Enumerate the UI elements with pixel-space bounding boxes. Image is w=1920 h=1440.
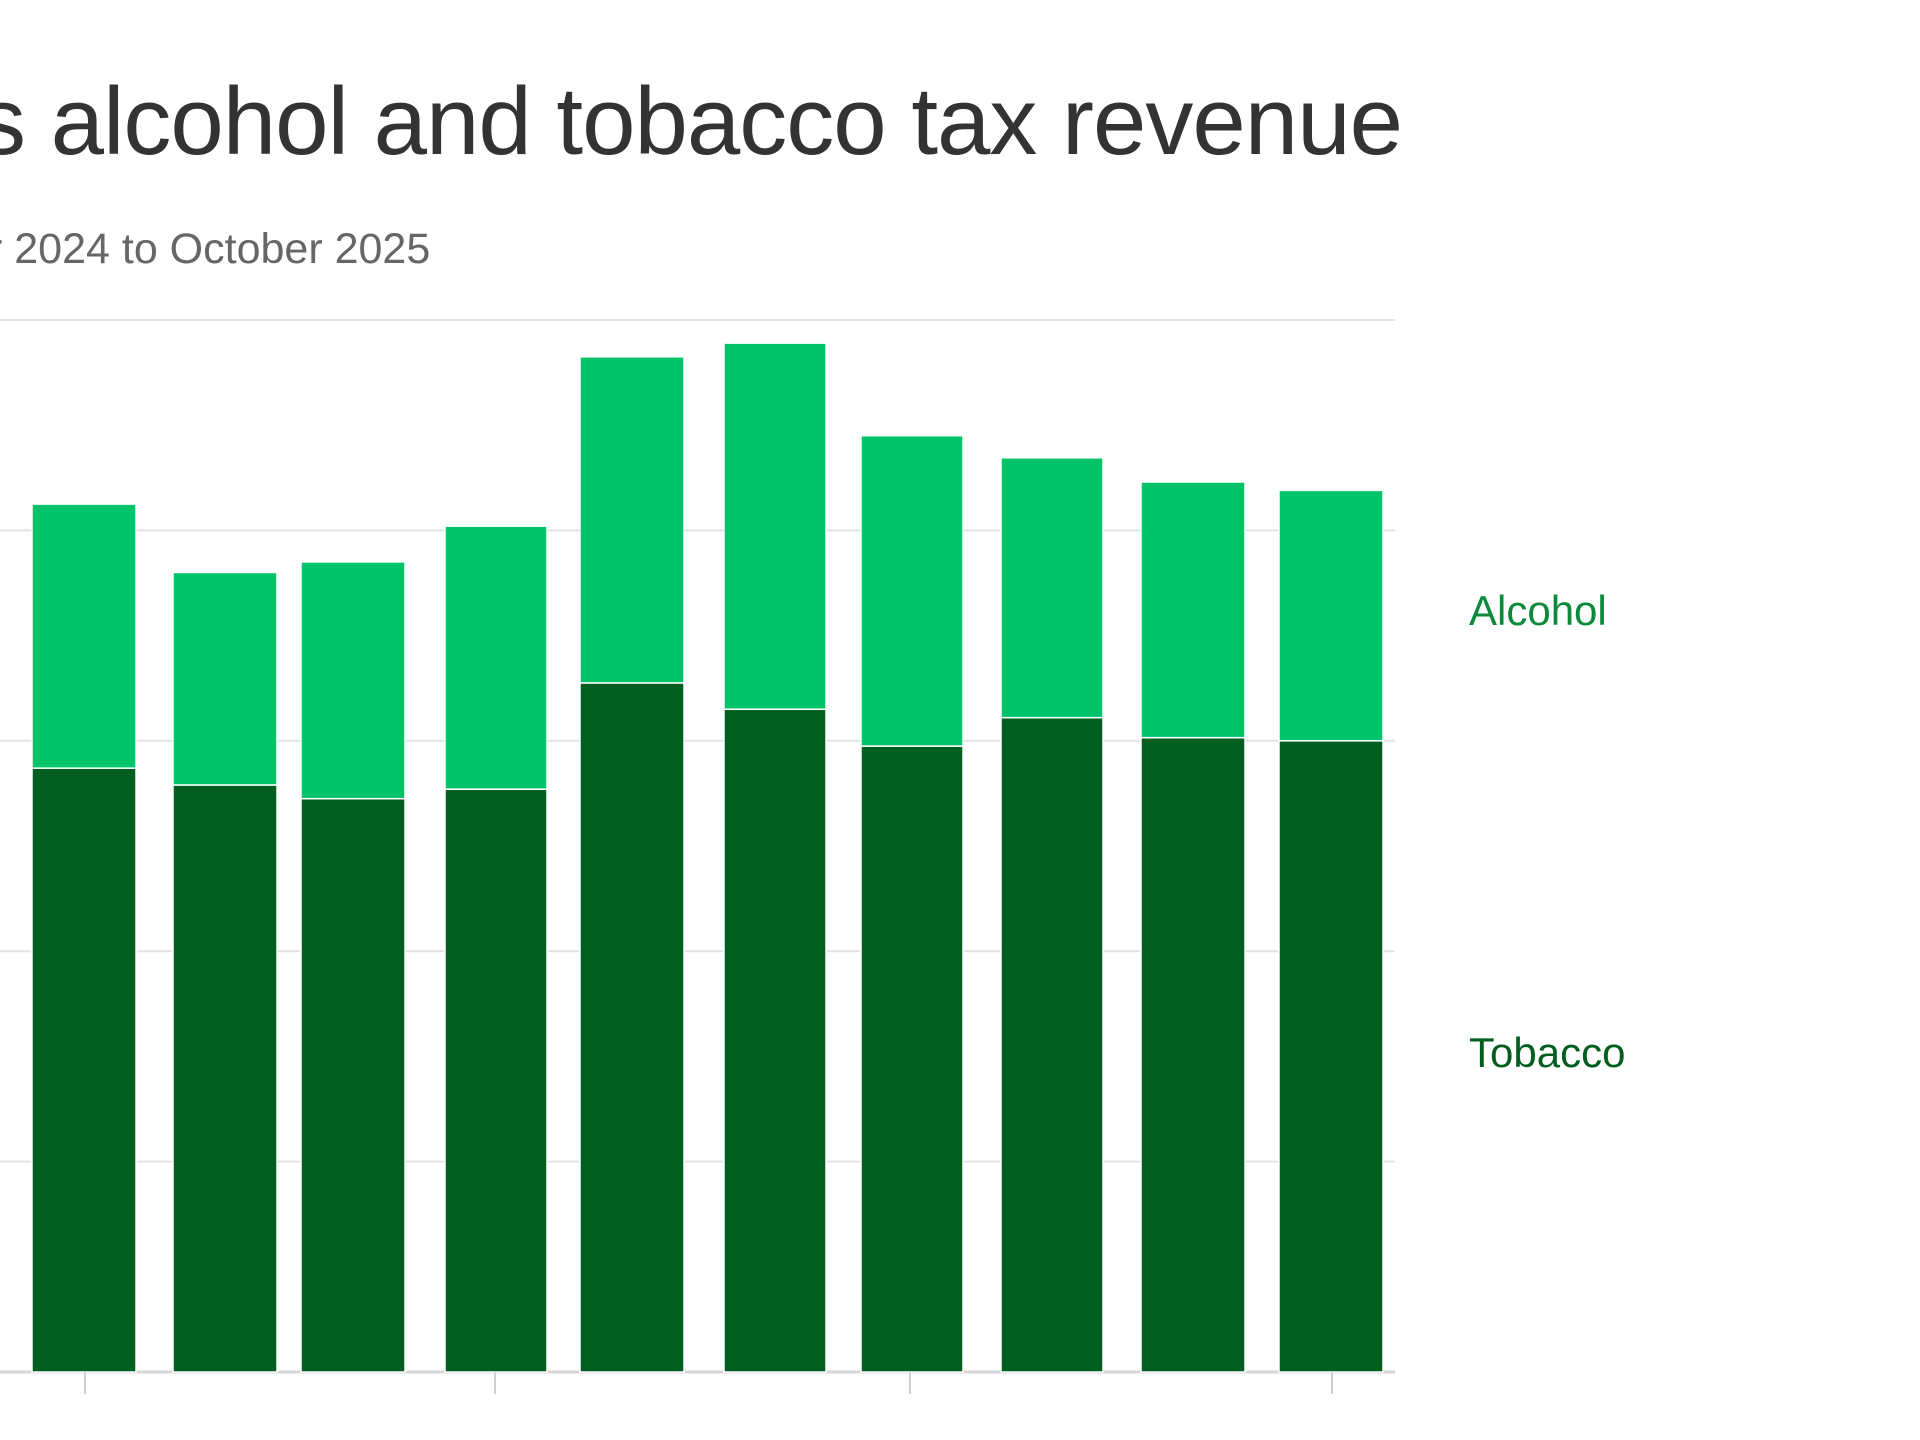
bar-tobacco-4 [444, 788, 548, 1373]
bar-alcohol-9 [1140, 481, 1246, 739]
bar-alcohol-4 [444, 525, 548, 790]
bar-tobacco-7 [860, 745, 964, 1373]
series-labels: Tobacco Alcohol [1469, 587, 1625, 1076]
legend-label-alcohol: Alcohol [1469, 587, 1607, 634]
legend-label-tobacco: Tobacco [1469, 1029, 1625, 1076]
bar-alcohol-2 [172, 571, 278, 786]
bar-alcohol-10 [1278, 489, 1384, 742]
x-axis-ticks [84, 1372, 1333, 1394]
bar-alcohol-7 [860, 434, 964, 747]
bar-alcohol-1 [31, 503, 137, 769]
bar-tobacco-2 [172, 784, 278, 1373]
chart-title: s alcohol and tobacco tax revenue [0, 68, 1403, 175]
bar-alcohol-5 [579, 356, 685, 684]
bar-tobacco-6 [723, 708, 827, 1373]
bar-alcohol-8 [1000, 457, 1104, 719]
bar-tobacco-8 [1000, 716, 1104, 1373]
bar-tobacco-9 [1140, 736, 1246, 1373]
chart-subtitle: r 2024 to October 2025 [0, 225, 431, 273]
bar-tobacco-1 [31, 767, 137, 1373]
bar-alcohol-3 [300, 561, 406, 800]
bar-alcohol-6 [723, 342, 827, 710]
bar-tobacco-10 [1278, 740, 1384, 1373]
bar-tobacco-5 [579, 682, 685, 1373]
bar-series [31, 342, 1384, 1373]
bar-tobacco-3 [300, 797, 406, 1373]
